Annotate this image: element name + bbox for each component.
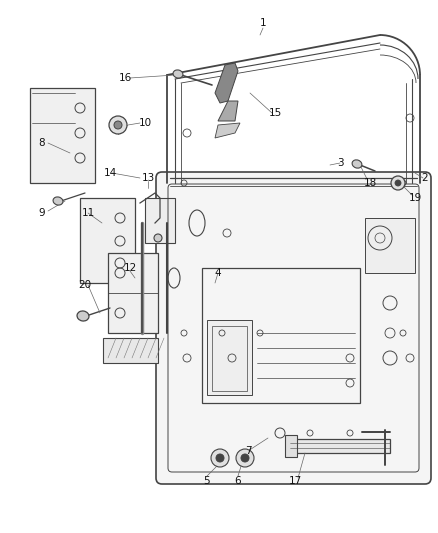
Text: 1: 1 <box>260 18 266 28</box>
Text: 15: 15 <box>268 108 282 118</box>
Bar <box>80 198 135 283</box>
Text: 20: 20 <box>78 280 92 290</box>
Bar <box>145 198 175 243</box>
Polygon shape <box>218 101 238 121</box>
Ellipse shape <box>395 180 401 186</box>
Text: 6: 6 <box>235 476 241 486</box>
Ellipse shape <box>114 121 122 129</box>
Ellipse shape <box>109 116 127 134</box>
Text: 5: 5 <box>204 476 210 486</box>
Bar <box>30 88 95 183</box>
Bar <box>207 320 252 395</box>
Text: 7: 7 <box>245 446 251 456</box>
Ellipse shape <box>216 454 224 462</box>
Ellipse shape <box>173 70 183 78</box>
Text: 3: 3 <box>337 158 343 168</box>
Text: 16: 16 <box>118 73 132 83</box>
Polygon shape <box>215 123 240 138</box>
Text: 13: 13 <box>141 173 155 183</box>
Ellipse shape <box>236 449 254 467</box>
Text: 4: 4 <box>215 268 221 278</box>
FancyBboxPatch shape <box>156 172 431 484</box>
Bar <box>212 326 247 391</box>
Bar <box>290 439 390 453</box>
Ellipse shape <box>391 176 405 190</box>
Text: 10: 10 <box>138 118 152 128</box>
Ellipse shape <box>53 197 63 205</box>
Text: 14: 14 <box>103 168 117 178</box>
Text: 18: 18 <box>364 178 377 188</box>
Ellipse shape <box>154 234 162 242</box>
Text: 8: 8 <box>39 138 45 148</box>
Ellipse shape <box>352 160 362 168</box>
Bar <box>202 268 360 403</box>
Polygon shape <box>215 63 238 103</box>
Ellipse shape <box>211 449 229 467</box>
Bar <box>365 218 415 273</box>
Ellipse shape <box>241 454 249 462</box>
Bar <box>103 338 158 363</box>
Ellipse shape <box>77 311 89 321</box>
Text: 11: 11 <box>81 208 95 218</box>
Text: 2: 2 <box>422 173 428 183</box>
Bar <box>108 253 158 333</box>
Text: 17: 17 <box>288 476 302 486</box>
Bar <box>285 435 297 457</box>
Text: 19: 19 <box>408 193 422 203</box>
Text: 12: 12 <box>124 263 137 273</box>
Text: 9: 9 <box>39 208 45 218</box>
